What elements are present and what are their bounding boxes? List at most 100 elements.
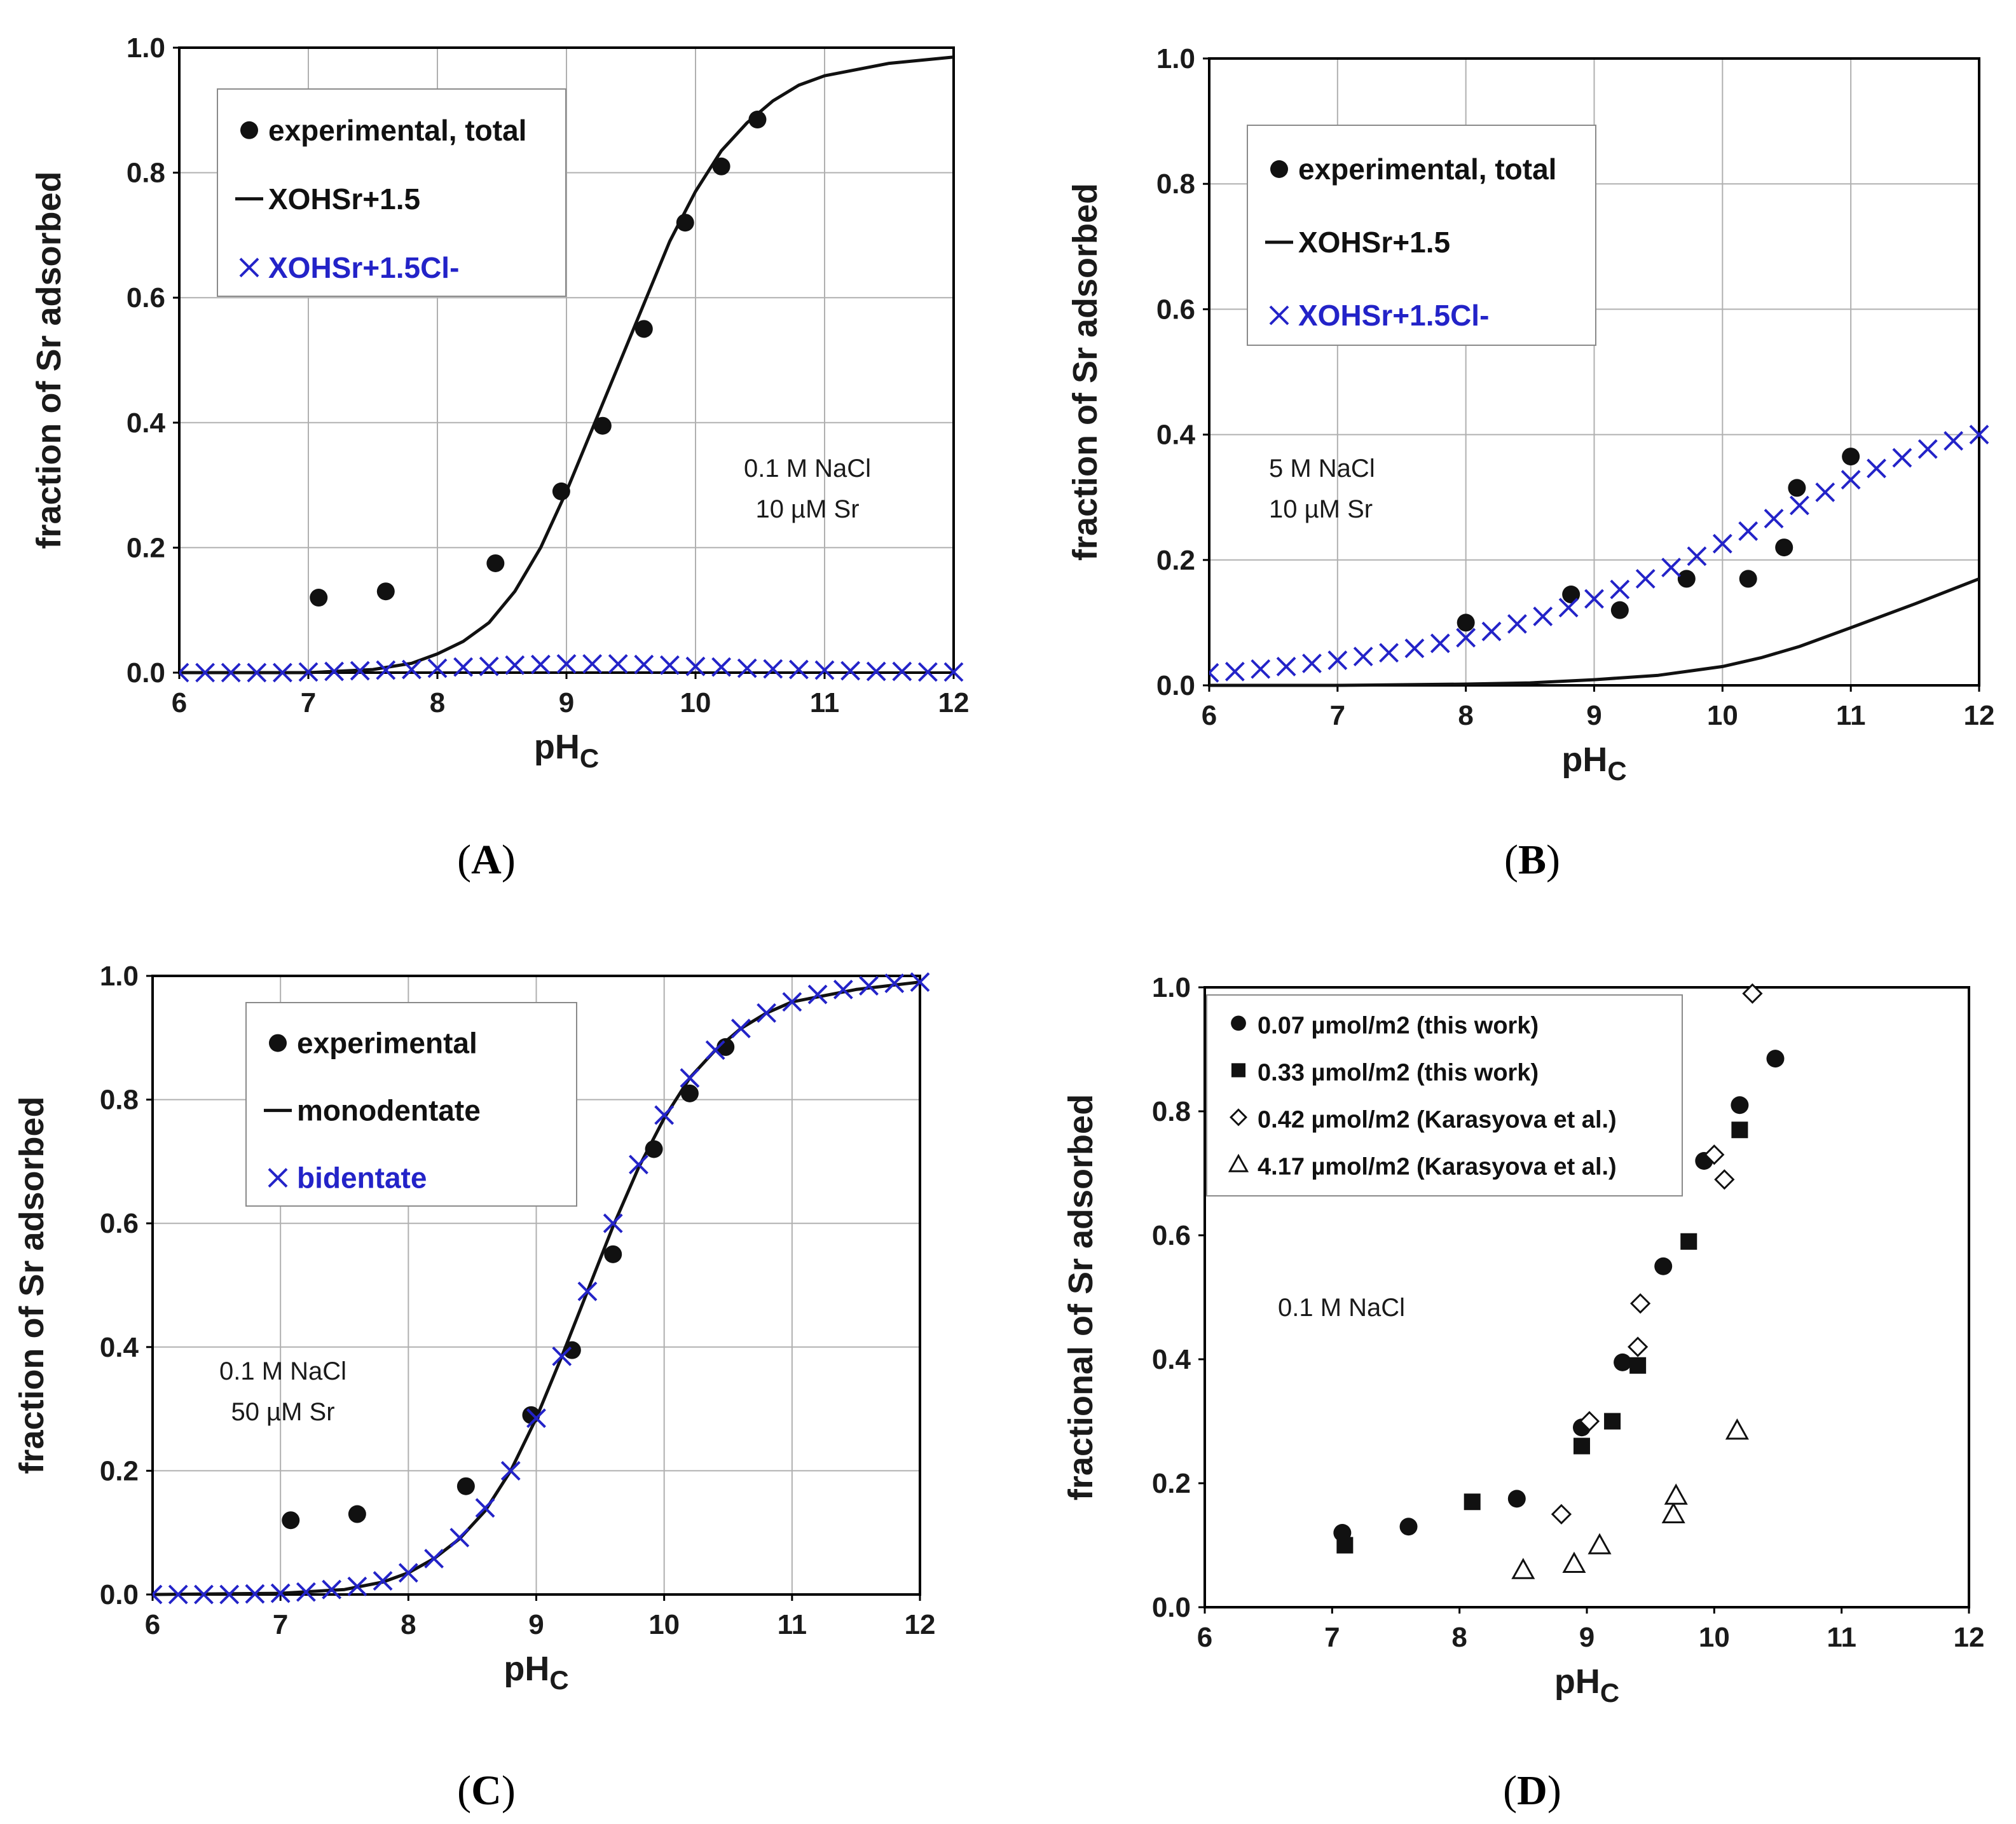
legend-label: experimental, total [268, 114, 526, 147]
data-point-x [1610, 579, 1630, 600]
legend-circle-symbol [1231, 1015, 1246, 1031]
data-point-x [398, 1563, 418, 1583]
data-point-x [634, 654, 654, 675]
data-point-triangle [1511, 1558, 1535, 1579]
data-point-x [1558, 598, 1579, 618]
y-tick-label: 0.6 [1152, 1220, 1191, 1251]
data-point-x [884, 973, 905, 994]
data-point-x [582, 654, 603, 674]
panel-label-part: C [471, 1767, 502, 1814]
data-point-circle [282, 1511, 300, 1530]
data-point-square [1464, 1493, 1481, 1511]
x-tick-label: 7 [273, 1609, 288, 1640]
data-point-triangle [1664, 1483, 1688, 1505]
data-point-square [1604, 1413, 1621, 1430]
data-point-x [552, 1346, 572, 1366]
y-tick-label: 1.0 [1152, 972, 1191, 1003]
x-tick-label: 7 [301, 687, 316, 718]
data-point-x [1404, 638, 1425, 659]
legend-box [1247, 125, 1596, 346]
data-point-x [401, 659, 422, 680]
data-point-diamond [1551, 1504, 1572, 1525]
data-point-square [1731, 1121, 1748, 1139]
data-point-diamond [1704, 1144, 1725, 1165]
legend-circle-symbol [1270, 160, 1288, 178]
data-point-circle [348, 1505, 366, 1523]
panel-label: (D) [1503, 1767, 1561, 1814]
data-point-x [866, 661, 886, 682]
y-tick-label: 0.4 [127, 408, 166, 439]
panel-a: 6 7 8 9 10 11 120.00.20.40.60.81.0pHCfraction … [30, 32, 969, 883]
legend-label: bidentate [297, 1162, 427, 1195]
x-tick-label: 12 [1964, 700, 1995, 731]
legend-triangle-symbol [1228, 1153, 1249, 1172]
data-point-x [324, 661, 345, 682]
data-point-x [1276, 657, 1296, 676]
x-tick-label: 12 [905, 1609, 936, 1640]
data-point-diamond [1628, 1336, 1649, 1357]
data-point-x [479, 656, 499, 676]
data-point-x [1867, 458, 1886, 479]
legend-box [217, 88, 566, 297]
x-axis-title-main: pH [1554, 1663, 1600, 1701]
condition-note: 5 M NaCl [1269, 455, 1375, 483]
data-point-circle [1788, 479, 1806, 497]
data-point-x [680, 1068, 700, 1088]
data-point-circle [748, 111, 767, 129]
data-point-diamond [1630, 1293, 1651, 1314]
data-point-x [453, 657, 474, 677]
data-point-x [577, 1281, 598, 1301]
data-point-x [1224, 661, 1245, 682]
x-axis-title-sub: C [1607, 756, 1626, 786]
condition-note: 0.1 M NaCl [1278, 1294, 1405, 1322]
x-tick-label: 6 [1197, 1622, 1212, 1653]
data-point-x [556, 654, 577, 674]
y-tick-label: 0.0 [100, 1579, 139, 1610]
y-axis-title: fraction of Sr adsorbed [1066, 183, 1104, 561]
data-point-x [1687, 546, 1707, 566]
series-line [1209, 577, 1980, 687]
data-point-square [1629, 1357, 1647, 1374]
panel-label-part: ) [502, 837, 516, 883]
legend-x-symbol [239, 257, 259, 278]
data-point-circle [1739, 570, 1757, 588]
data-point-x [1944, 431, 1964, 451]
data-point-x [1790, 495, 1809, 516]
data-point-x [526, 1408, 546, 1429]
panel-label: (A) [457, 837, 516, 883]
y-tick-label: 1.0 [100, 961, 139, 992]
x-tick-label: 11 [778, 1609, 807, 1640]
series-line [153, 980, 921, 1596]
y-axis-title: fraction of Sr adsorbed [13, 1096, 51, 1474]
legend-label: 0.33 µmol/m2 (this work) [1258, 1059, 1539, 1086]
panel-label-part: B [1518, 837, 1546, 883]
data-point-x [1353, 647, 1373, 667]
data-point-x [270, 1583, 291, 1603]
data-point-circle [1399, 1518, 1418, 1536]
data-point-triangle [1587, 1533, 1612, 1554]
data-point-x [350, 661, 370, 681]
x-tick-label: 8 [1458, 700, 1473, 731]
x-tick-label: 11 [810, 687, 840, 718]
data-point-square [1680, 1233, 1697, 1250]
data-point-circle [1562, 586, 1581, 604]
data-point-x [376, 660, 396, 680]
data-point-x [475, 1498, 495, 1518]
legend-label: monodentate [297, 1094, 481, 1127]
panel-d: 6 7 8 9 10 11 120.00.20.40.60.81.0pHCfractiona… [1062, 972, 1984, 1814]
y-tick-label: 0.8 [1152, 1096, 1191, 1127]
data-point-circle [1731, 1096, 1749, 1114]
data-point-x [296, 1582, 316, 1602]
condition-note: 50 µM Sr [231, 1398, 334, 1426]
data-point-x [737, 658, 757, 678]
data-point-x [449, 1528, 470, 1547]
data-point-x [1917, 439, 1938, 459]
plot-area [1209, 425, 1989, 687]
y-tick-label: 0.6 [1156, 294, 1195, 325]
data-point-circle [712, 157, 730, 175]
y-tick-label: 1.0 [127, 32, 165, 64]
data-point-diamond [1742, 983, 1763, 1004]
x-tick-label: 9 [559, 687, 574, 718]
legend-label: XOHSr+1.5 [1298, 226, 1450, 259]
